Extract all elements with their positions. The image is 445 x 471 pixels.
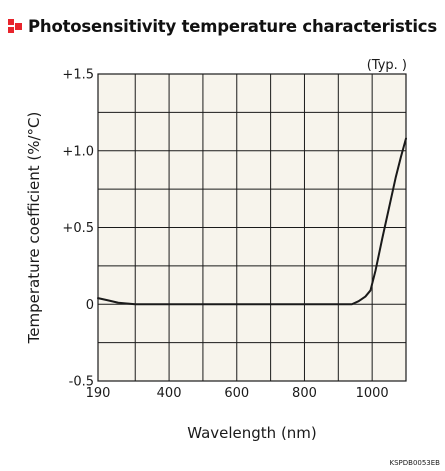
typ-annotation: (Typ. ) — [367, 58, 407, 73]
x-tick-label: 800 — [292, 386, 317, 401]
y-tick-label: +0.5 — [62, 221, 94, 236]
y-tick-label: -0.5 — [69, 375, 94, 390]
y-tick-labels: +1.5 +1.0 +0.5 0 -0.5 — [62, 68, 94, 390]
x-tick-labels: 190 400 600 800 1000 — [86, 386, 389, 401]
x-tick-label: 600 — [224, 386, 249, 401]
plot-frame — [97, 73, 407, 382]
series-layer — [97, 137, 407, 306]
x-axis-label: Wavelength (nm) — [187, 424, 317, 442]
title-bar: Photosensitivity temperature characteris… — [8, 14, 437, 38]
chart-code: KSPDB0053EB — [390, 459, 441, 467]
y-axis-label: Temperature coefficient (%/°C) — [25, 112, 43, 345]
chart-title: Photosensitivity temperature characteris… — [28, 16, 437, 36]
y-tick-label: 0 — [86, 298, 94, 313]
x-tick-label: 400 — [157, 386, 182, 401]
y-tick-label: +1.0 — [62, 144, 94, 159]
grid — [98, 74, 406, 381]
x-tick-label: 190 — [86, 386, 111, 401]
title-marker-icon — [8, 19, 22, 33]
series-line-0 — [97, 137, 407, 306]
y-tick-label: +1.5 — [62, 68, 94, 83]
x-tick-label: 1000 — [356, 386, 389, 401]
